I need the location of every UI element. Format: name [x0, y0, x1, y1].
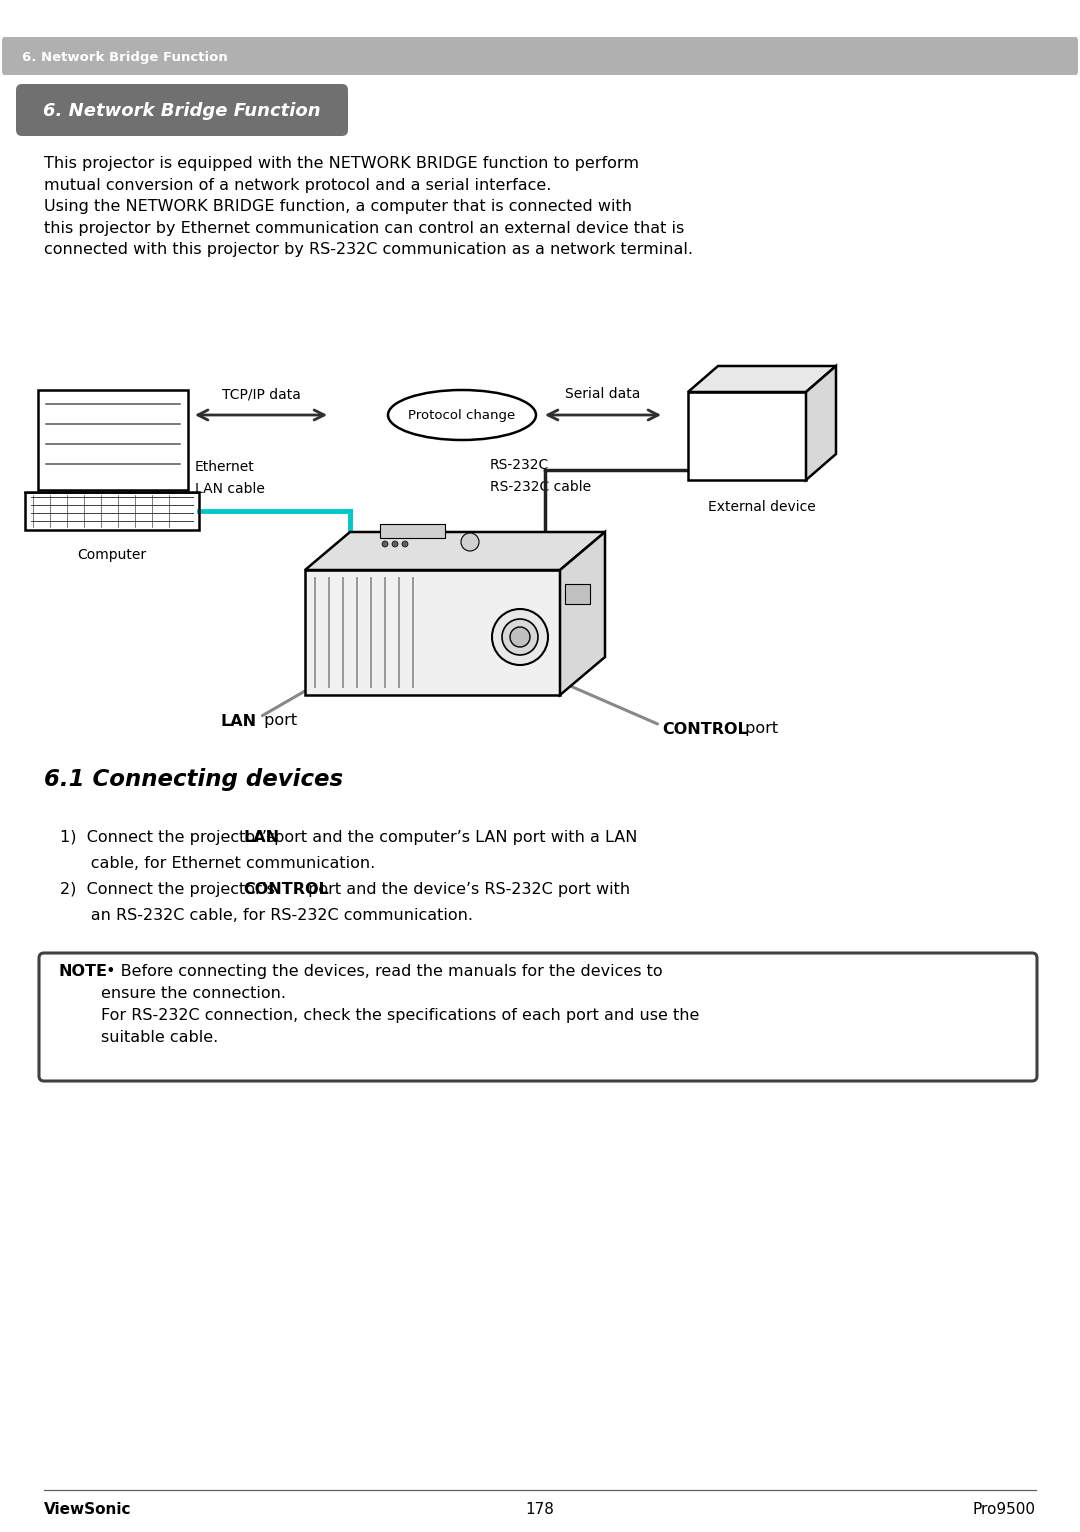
Text: 6. Network Bridge Function: 6. Network Bridge Function — [22, 51, 228, 63]
Text: External device: External device — [708, 499, 815, 515]
Text: Serial data: Serial data — [565, 388, 640, 401]
Text: port and the computer’s LAN port with a LAN: port and the computer’s LAN port with a … — [269, 830, 638, 846]
Circle shape — [402, 541, 408, 547]
Text: 178: 178 — [526, 1501, 554, 1517]
Text: port: port — [259, 714, 297, 729]
Text: LAN cable: LAN cable — [195, 483, 265, 496]
Circle shape — [461, 533, 480, 552]
Text: Ethernet: Ethernet — [195, 460, 255, 473]
Text: 6. Network Bridge Function: 6. Network Bridge Function — [43, 103, 321, 119]
Bar — [688, 392, 806, 480]
Text: NOTE: NOTE — [58, 964, 107, 979]
Text: 2)  Connect the projector’s: 2) Connect the projector’s — [60, 882, 280, 898]
Circle shape — [492, 610, 548, 665]
Text: Computer: Computer — [78, 548, 147, 562]
Polygon shape — [561, 532, 605, 696]
Bar — [25, 492, 199, 530]
Text: Protocol change: Protocol change — [408, 409, 515, 421]
Text: port: port — [740, 722, 778, 737]
Text: CONTROL: CONTROL — [662, 722, 747, 737]
FancyBboxPatch shape — [2, 37, 1078, 75]
Text: LAN: LAN — [221, 714, 257, 729]
Circle shape — [510, 627, 530, 647]
Text: an RS-232C cable, for RS-232C communication.: an RS-232C cable, for RS-232C communicat… — [60, 908, 473, 922]
Polygon shape — [806, 366, 836, 480]
Text: RS-232C cable: RS-232C cable — [490, 480, 591, 493]
Circle shape — [382, 541, 388, 547]
Text: LAN: LAN — [243, 830, 280, 846]
Circle shape — [502, 619, 538, 656]
FancyBboxPatch shape — [39, 953, 1037, 1082]
Polygon shape — [305, 532, 605, 570]
Text: TCP/IP data: TCP/IP data — [221, 388, 300, 401]
Polygon shape — [688, 366, 836, 392]
Text: • Before connecting the devices, read the manuals for the devices to
ensure the : • Before connecting the devices, read th… — [102, 964, 700, 1045]
Text: ViewSonic: ViewSonic — [44, 1501, 132, 1517]
Text: 1)  Connect the projector’s: 1) Connect the projector’s — [60, 830, 280, 846]
Bar — [565, 584, 590, 604]
Bar — [38, 391, 188, 490]
Text: RS-232C: RS-232C — [490, 458, 550, 472]
Bar — [305, 570, 561, 696]
FancyBboxPatch shape — [16, 84, 348, 136]
Text: port and the device’s RS-232C port with: port and the device’s RS-232C port with — [303, 882, 631, 898]
Text: CONTROL: CONTROL — [243, 882, 329, 898]
Bar — [380, 524, 445, 538]
Text: cable, for Ethernet communication.: cable, for Ethernet communication. — [60, 856, 375, 872]
Text: This projector is equipped with the NETWORK BRIDGE function to perform
mutual co: This projector is equipped with the NETW… — [44, 156, 693, 257]
Text: 6.1 Connecting devices: 6.1 Connecting devices — [44, 768, 343, 791]
Circle shape — [392, 541, 399, 547]
Text: Pro9500: Pro9500 — [973, 1501, 1036, 1517]
